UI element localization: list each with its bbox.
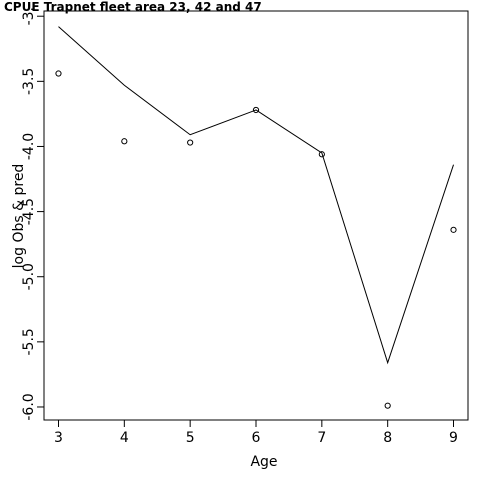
x-tick-label: 9 [449,430,458,446]
obs-point [55,70,62,77]
y-tick-label: -6.0 [21,393,37,420]
chart-title: CPUE Trapnet fleet area 23, 42 and 47 [4,0,262,14]
x-axis: 3 4 5 6 7 8 9 [54,420,458,446]
x-tick-label: 3 [54,430,63,446]
x-tick-label: 8 [383,430,392,446]
obs-point [318,151,325,158]
x-tick-label: 4 [120,430,129,446]
x-axis-label: Age [250,454,277,470]
obs-point [450,226,457,233]
y-tick-label: -4.5 [21,198,37,225]
y-axis-label: log Obs & pred [11,164,27,269]
obs-point [121,138,128,145]
y-tick-label: -5.0 [21,263,37,290]
x-tick-label: 6 [252,430,261,446]
y-axis: -3. -3.5 -4.0 -4.5 -5.0 -5.5 -6.0 [21,7,44,421]
x-tick-label: 5 [186,430,195,446]
y-tick-label: -5.5 [21,328,37,355]
obs-point [187,139,194,146]
plot-frame [43,10,469,421]
obs-point [252,106,260,114]
series-layer [55,26,457,409]
pred-series-line [58,26,454,365]
y-tick-label: -4.0 [21,133,37,160]
y-tick-label: -3.5 [21,68,37,95]
x-tick-label: 7 [317,430,326,446]
obs-point [384,402,391,409]
y-tick-label: -3. [21,7,37,25]
